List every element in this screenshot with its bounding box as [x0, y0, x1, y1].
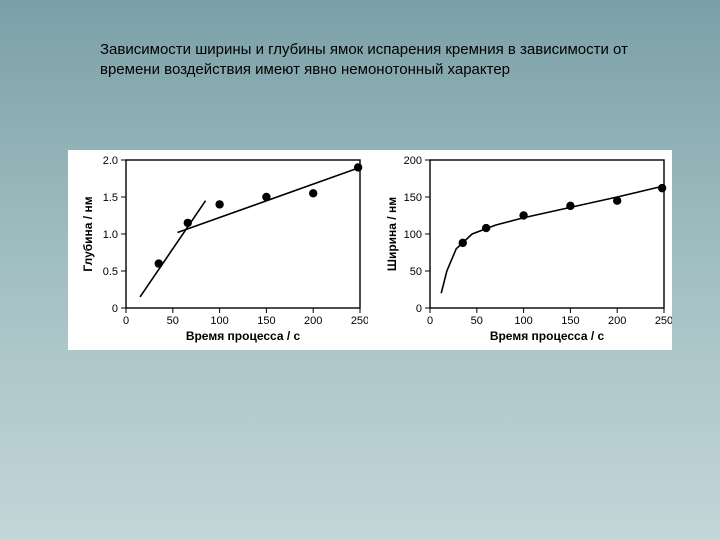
- data-point: [155, 259, 163, 267]
- fit-line: [140, 201, 206, 297]
- y-tick-label: 0.5: [103, 266, 118, 278]
- y-tick-label: 200: [404, 155, 422, 167]
- data-point: [482, 224, 490, 232]
- y-axis-label: Ширина / нм: [385, 197, 399, 271]
- data-point: [354, 163, 362, 171]
- data-point: [215, 200, 223, 208]
- data-point: [658, 184, 666, 192]
- y-tick-label: 2.0: [103, 155, 118, 167]
- depth-vs-time-chart: 0 50 100 150 200 250 0 0.5 1.0 1.5 2.0 Время процес…: [68, 150, 368, 350]
- data-point: [566, 202, 574, 210]
- data-point: [184, 219, 192, 227]
- y-tick-label: 1.5: [103, 192, 118, 204]
- x-tick-label: 100: [210, 315, 228, 327]
- y-tick-label: 0: [416, 303, 422, 315]
- chart-panel: 0 50 100 150 200 250 0 0.5 1.0 1.5 2.0 Время процес…: [68, 150, 672, 350]
- figure-caption: Зависимости ширины и глубины ямок испаре…: [100, 40, 660, 79]
- y-axis-label: Глубина / нм: [81, 196, 95, 271]
- x-tick-label: 200: [608, 315, 626, 327]
- data-point: [613, 197, 621, 205]
- x-tick-label: 250: [655, 315, 672, 327]
- x-tick-label: 50: [167, 315, 179, 327]
- fit-curve: [441, 186, 664, 293]
- y-tick-label: 50: [410, 266, 422, 278]
- y-tick-label: 100: [404, 229, 422, 241]
- x-tick-label: 150: [257, 315, 275, 327]
- y-tick-label: 150: [404, 192, 422, 204]
- data-point: [309, 189, 317, 197]
- data-point: [459, 239, 467, 247]
- x-axis-label: Время процесса / с: [490, 329, 605, 343]
- x-axis-label: Время процесса / с: [186, 329, 301, 343]
- x-tick-label: 150: [561, 315, 579, 327]
- x-tick-label: 100: [514, 315, 532, 327]
- data-point: [519, 211, 527, 219]
- x-tick-label: 250: [351, 315, 368, 327]
- width-vs-time-chart: 050100150200250050100150200Время процесс…: [372, 150, 672, 350]
- y-tick-label: 1.0: [103, 229, 118, 241]
- data-point: [262, 193, 270, 201]
- x-tick-label: 0: [123, 315, 129, 327]
- y-tick-label: 0: [112, 303, 118, 315]
- x-tick-label: 200: [304, 315, 322, 327]
- x-tick-label: 0: [427, 315, 433, 327]
- x-tick-label: 50: [471, 315, 483, 327]
